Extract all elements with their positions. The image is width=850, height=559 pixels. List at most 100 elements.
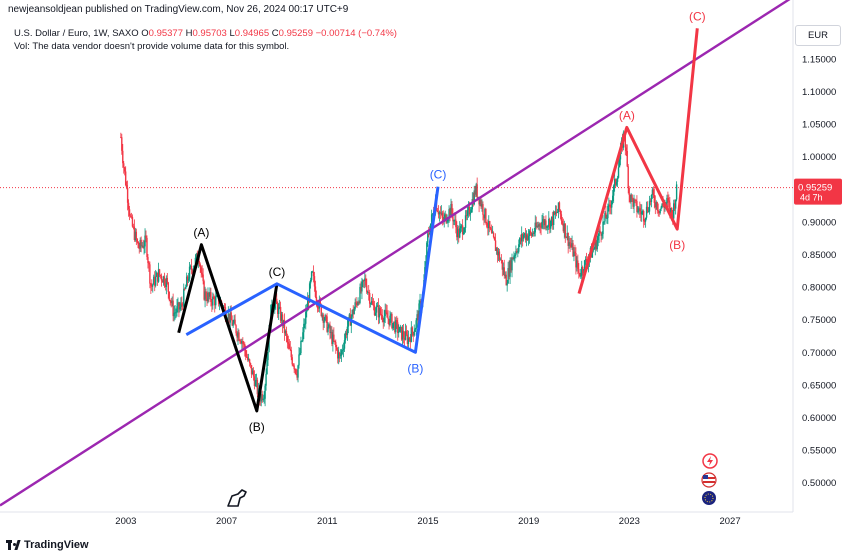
candle-body (654, 202, 657, 208)
candle-body (477, 196, 479, 198)
candle-body (181, 303, 183, 305)
candle-body (599, 230, 601, 233)
candle-body (361, 281, 363, 292)
candle-body (479, 200, 481, 205)
candle-body (484, 208, 486, 219)
candle-body (565, 237, 567, 238)
tradingview-footer: TradingView (6, 539, 89, 551)
candle-body (179, 307, 181, 310)
candle-body (652, 189, 655, 195)
candle-body (524, 233, 527, 240)
symbol-name[interactable]: U.S. Dollar / Euro, 1W, SAXO (14, 28, 139, 39)
candle-body (352, 309, 354, 315)
candle-body (345, 332, 348, 336)
y-tick-label: 1.15000 (802, 54, 836, 65)
candle-body (464, 215, 467, 228)
wave-blue[interactable] (185, 186, 440, 354)
candle-body (616, 177, 619, 182)
wave-red[interactable] (577, 28, 699, 295)
candle-body (156, 272, 159, 282)
candle-body (528, 230, 531, 237)
wave-black[interactable] (177, 243, 279, 413)
candle-body (232, 322, 234, 326)
candle-body (610, 206, 612, 208)
candle-body (338, 352, 341, 356)
y-tick-label: 0.80000 (802, 283, 836, 294)
candle-body (543, 219, 545, 226)
candle-body (530, 232, 533, 236)
candle-body (397, 322, 399, 334)
candle-body (577, 260, 579, 270)
candle-body (375, 306, 378, 313)
currency-button[interactable]: EUR (795, 25, 841, 46)
candle-body (237, 332, 239, 338)
eu-flag-icon[interactable] (702, 491, 716, 505)
candle-body (499, 259, 502, 261)
candle-body (523, 233, 526, 236)
trendline[interactable] (0, 0, 793, 507)
candle-body (644, 217, 647, 222)
candle-body (158, 269, 161, 275)
candle-body (558, 202, 561, 211)
candle-body (151, 286, 153, 287)
candle-body (496, 248, 499, 256)
candle-body (405, 331, 408, 335)
candle-body (365, 278, 367, 286)
candle-body (538, 224, 540, 227)
candle-body (642, 210, 645, 222)
candle-body (155, 272, 158, 277)
candle-body (491, 232, 494, 234)
candle-body (199, 264, 201, 268)
candle-body (326, 316, 328, 332)
candle-body (147, 257, 149, 264)
candle-body (133, 226, 136, 240)
candle-body (573, 251, 575, 257)
open-value: 0.95377 (148, 28, 183, 39)
candle-body (427, 233, 429, 243)
wave-red-label: (C) (689, 9, 706, 23)
candle-body (656, 202, 658, 211)
candle-body (575, 252, 577, 268)
candle-body (634, 199, 636, 201)
candle-body (506, 283, 508, 286)
candle-body (223, 306, 226, 308)
candle-body (314, 286, 317, 297)
candle-body (480, 200, 482, 207)
candle-body (355, 302, 357, 304)
candle-body (669, 202, 671, 212)
candle-body (331, 331, 333, 344)
candle-body (596, 240, 598, 250)
candle-body (626, 150, 628, 167)
candle-body (162, 276, 165, 283)
candle-body (413, 331, 415, 336)
wave-red-label: (A) (619, 108, 635, 122)
candle-body (449, 209, 451, 216)
candle-body (131, 216, 134, 227)
candle-body (497, 251, 500, 256)
candle-body (561, 220, 564, 224)
candle-body (297, 365, 299, 378)
candle-body (429, 232, 431, 234)
candle-body (529, 230, 532, 233)
y-tick-label: 0.55000 (802, 446, 836, 457)
candle-body (236, 333, 238, 338)
candle-body (617, 167, 620, 178)
candle-body (662, 203, 664, 206)
tradingview-logo-icon (6, 540, 21, 550)
candle-body (124, 171, 127, 186)
candle-body (286, 335, 289, 343)
candle-body (546, 226, 548, 228)
candle-body (649, 200, 652, 202)
candle-body (152, 284, 154, 287)
y-tick-label: 1.05000 (802, 120, 836, 131)
candle-body (211, 301, 213, 306)
candle-body (613, 179, 616, 186)
y-tick-label: 1.10000 (802, 87, 836, 98)
candle-body (206, 298, 208, 302)
candle-body (271, 304, 273, 305)
candle-body (632, 198, 634, 207)
dino-icon[interactable] (227, 489, 247, 507)
candle-body (618, 159, 621, 168)
candle-body (402, 330, 405, 338)
